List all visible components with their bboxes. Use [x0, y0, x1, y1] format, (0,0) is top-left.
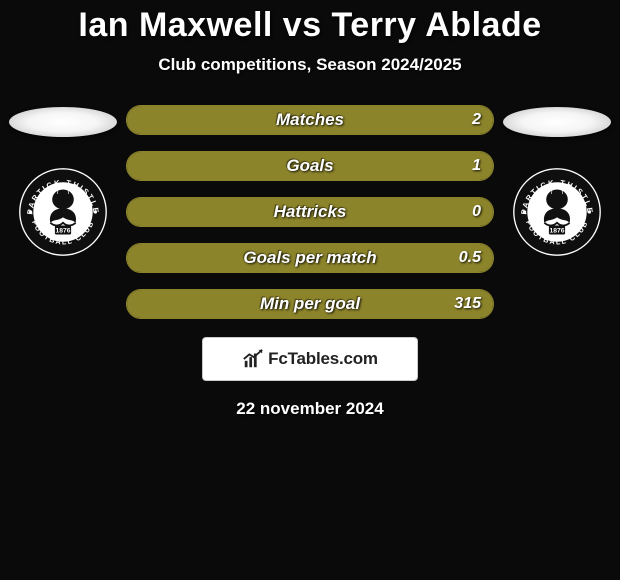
brand-logo-icon	[242, 348, 264, 370]
stat-value-right: 1	[472, 157, 481, 175]
stat-value-right: 315	[454, 295, 481, 313]
stat-value-right: 0.5	[459, 249, 481, 267]
stat-label: Goals per match	[243, 248, 376, 268]
stat-bar: Hattricks 0	[126, 197, 494, 227]
main-row: PARTICK THISTLE FOOTBALL CLUB	[0, 103, 620, 319]
player-avatar-right	[503, 107, 611, 137]
stat-label: Goals	[286, 156, 333, 176]
stat-bar: Min per goal 315	[126, 289, 494, 319]
stats-column: Matches 2 Goals 1 Hattricks 0 Goals per match 0…	[126, 103, 494, 319]
stat-label: Min per goal	[260, 294, 360, 314]
stat-bar: Matches 2	[126, 105, 494, 135]
brand-badge[interactable]: FcTables.com	[202, 337, 418, 381]
comparison-card: Ian Maxwell vs Terry Ablade Club competi…	[0, 0, 620, 419]
svg-text:1876: 1876	[55, 228, 70, 235]
player-column-right: PARTICK THISTLE FOOTBALL CLUB 1876	[502, 103, 612, 257]
stat-bar: Goals 1	[126, 151, 494, 181]
club-badge-left: PARTICK THISTLE FOOTBALL CLUB	[18, 167, 108, 257]
stat-value-right: 0	[472, 203, 481, 221]
player-column-left: PARTICK THISTLE FOOTBALL CLUB	[8, 103, 118, 257]
stat-label: Hattricks	[274, 202, 347, 222]
date-text: 22 november 2024	[0, 399, 620, 419]
subtitle: Club competitions, Season 2024/2025	[0, 55, 620, 75]
brand-text: FcTables.com	[268, 349, 378, 369]
stat-value-right: 2	[472, 111, 481, 129]
club-badge-right: PARTICK THISTLE FOOTBALL CLUB 1876	[512, 167, 602, 257]
stat-label: Matches	[276, 110, 344, 130]
player-avatar-left	[9, 107, 117, 137]
stat-bar: Goals per match 0.5	[126, 243, 494, 273]
svg-text:1876: 1876	[549, 228, 564, 235]
page-title: Ian Maxwell vs Terry Ablade	[0, 6, 620, 45]
